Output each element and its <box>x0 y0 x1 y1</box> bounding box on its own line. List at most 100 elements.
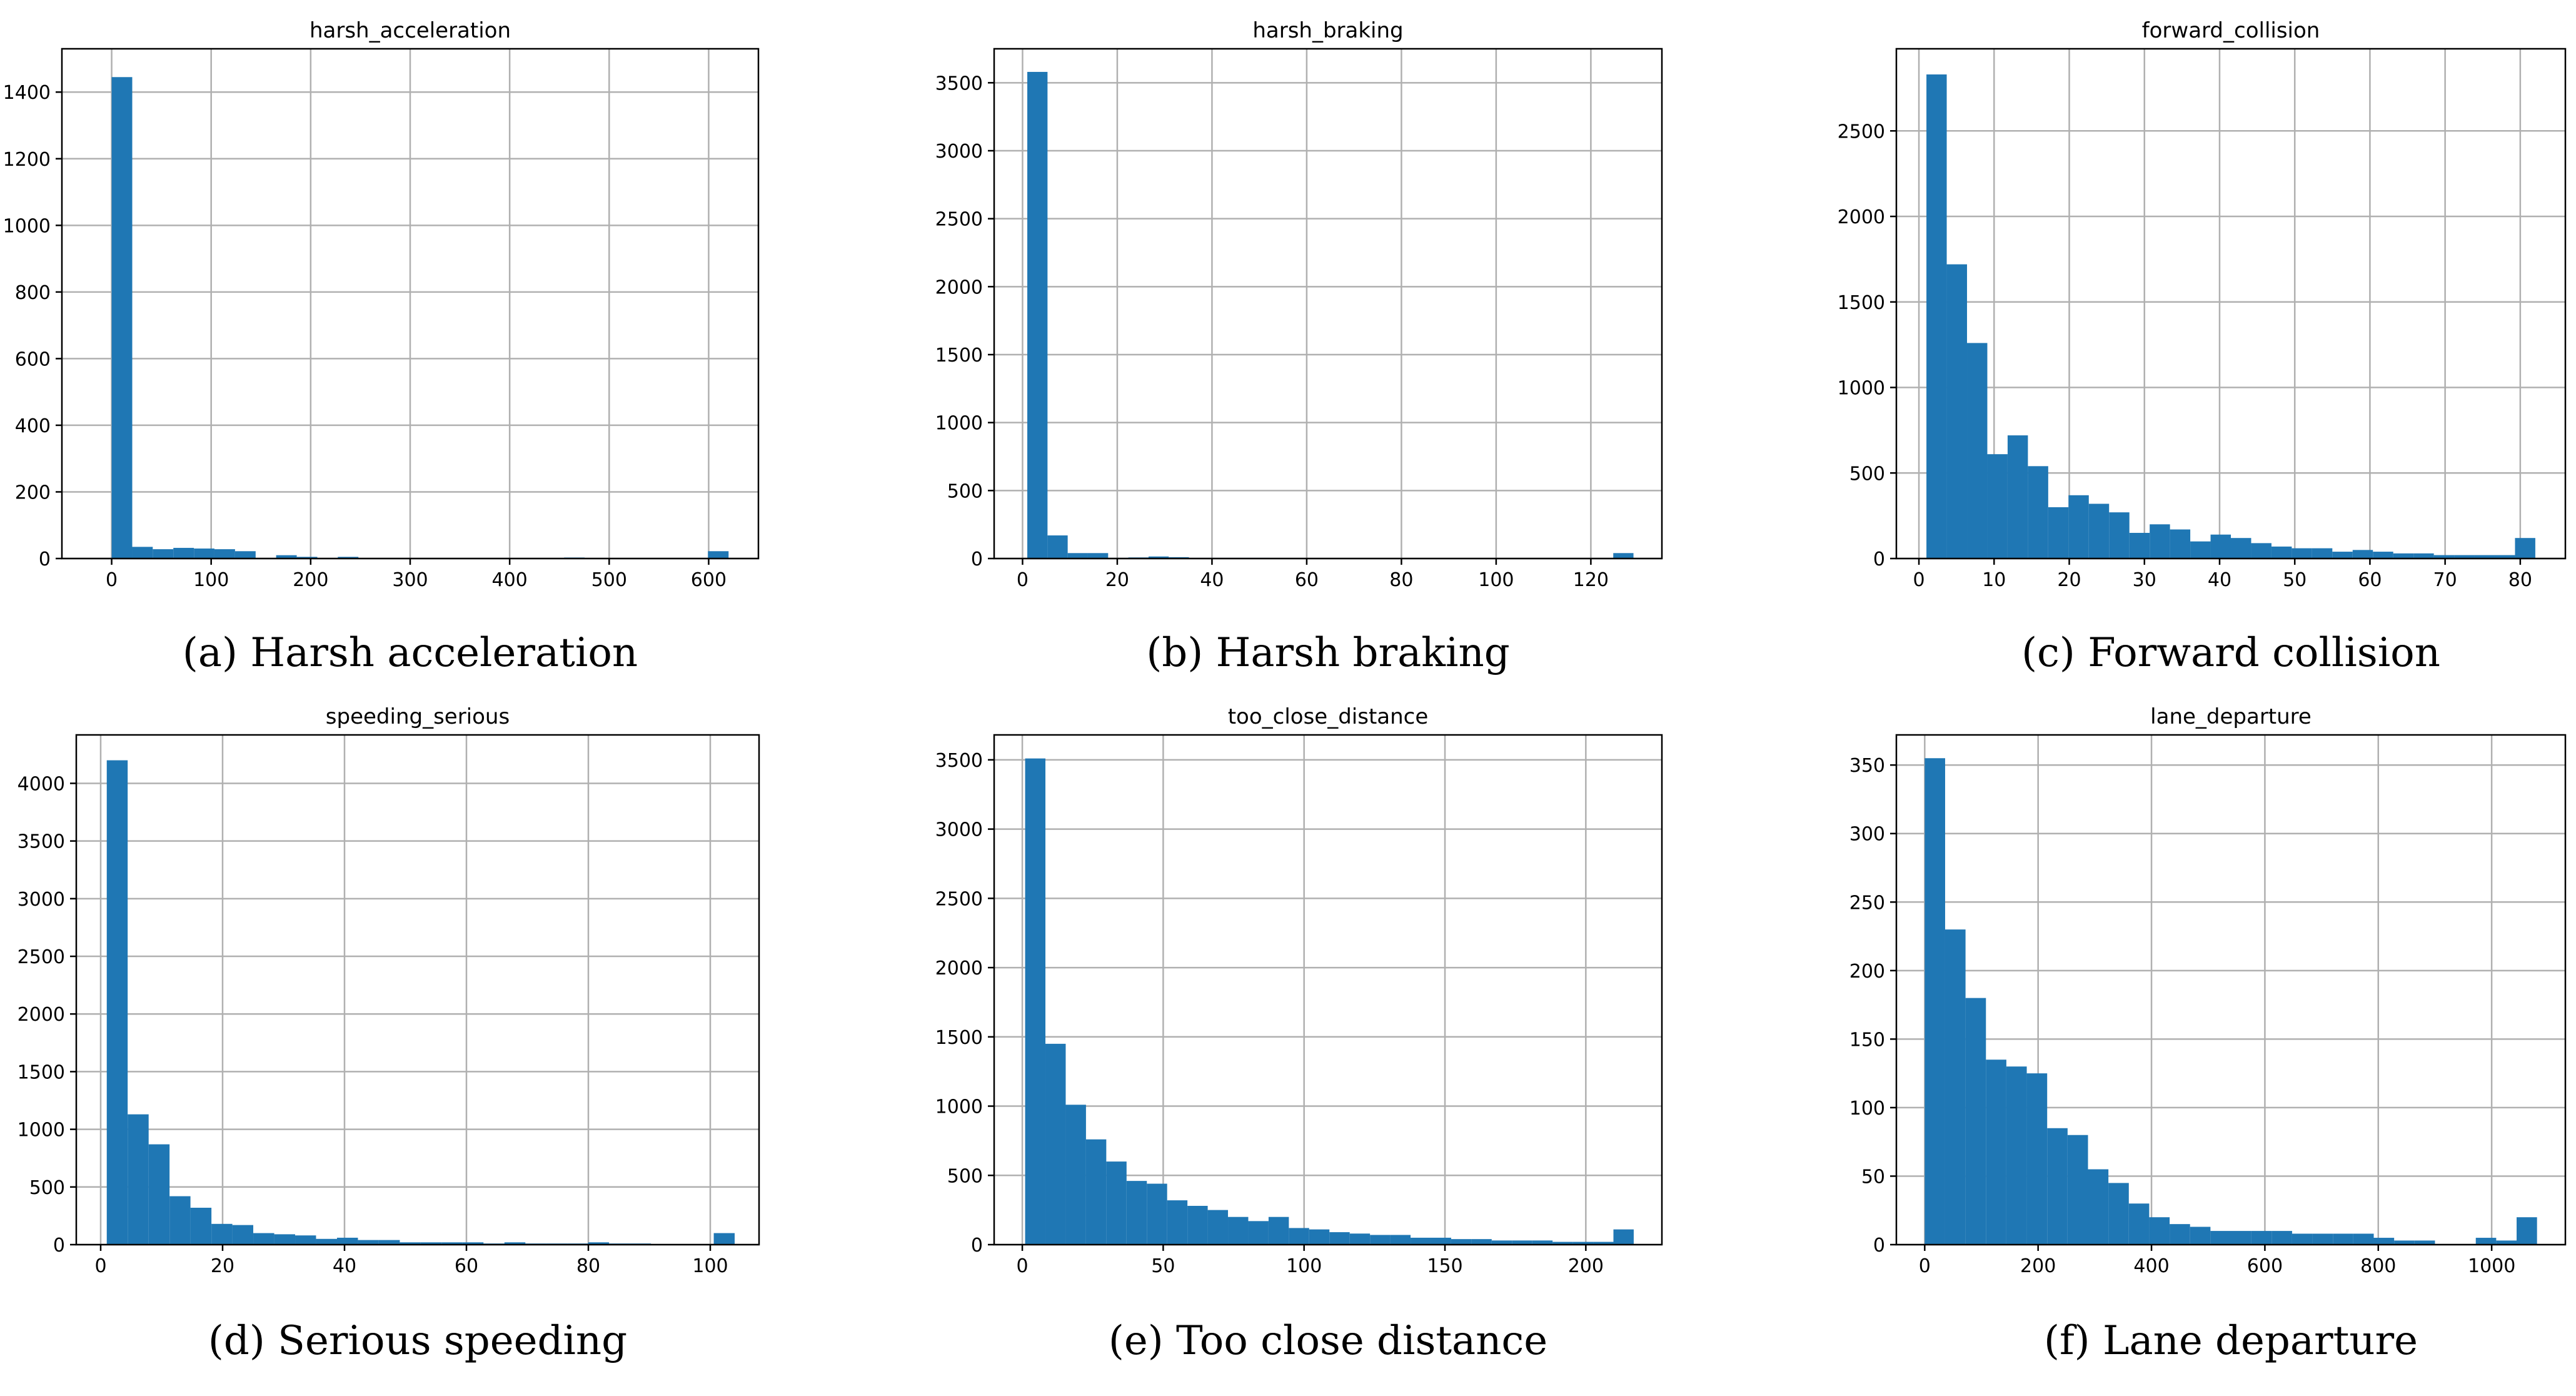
histogram-bar <box>2394 1240 2415 1245</box>
histogram-bar <box>400 1242 421 1245</box>
y-tick-label: 350 <box>1849 755 1885 777</box>
histogram-bar <box>153 549 174 559</box>
histogram-panel: 0 20 40 60 80 1000500100015002000250030003500… <box>18 704 760 1364</box>
y-tick-label: 3500 <box>935 750 983 772</box>
histogram-bar <box>1926 74 1947 559</box>
histogram-bar <box>1491 1240 1512 1245</box>
histogram-bar <box>2067 1135 2088 1245</box>
axes-frame <box>993 734 1663 1246</box>
y-tick-label: 1500 <box>1838 292 1885 314</box>
histogram-bar <box>190 1207 212 1245</box>
x-tick-label: 40 <box>2208 569 2231 591</box>
histogram-panel: 0 100 200 300 400 500 600 0 200 400 600 800 1000 1200… <box>3 18 760 676</box>
histogram-bar <box>2210 534 2231 559</box>
x-tick-label: 10 <box>1982 569 2006 591</box>
histogram-bar <box>2068 495 2089 559</box>
histogram-bar <box>1986 1060 2006 1245</box>
figure-caption: (d) Serious speeding <box>208 1318 627 1364</box>
histogram-bar <box>2048 507 2069 559</box>
x-tick-label: 400 <box>492 569 528 591</box>
histogram-bar <box>1593 1242 1614 1245</box>
axes-frame <box>75 734 760 1246</box>
histogram-bar <box>1613 553 1634 559</box>
histogram-bar <box>462 1242 484 1245</box>
chart-title: lane_departure <box>2150 704 2312 729</box>
histogram-bar <box>1309 1229 1330 1245</box>
histogram-bar <box>1572 1242 1594 1245</box>
y-tick-label: 3000 <box>935 819 983 841</box>
histogram-bar <box>2494 555 2515 559</box>
histogram-bar <box>2251 1231 2272 1245</box>
histogram-bar <box>1268 1216 1289 1245</box>
histogram-bar <box>1087 553 1109 559</box>
y-tick-label: 3500 <box>935 73 983 94</box>
histogram-bar <box>232 1225 254 1245</box>
chart-title: harsh_acceleration <box>309 18 511 43</box>
x-tick-label: 20 <box>211 1255 234 1277</box>
x-tick-label: 40 <box>333 1255 356 1277</box>
x-tick-label: 100 <box>692 1255 728 1277</box>
histogram-bar <box>1228 1216 1249 1245</box>
y-tick-label: 500 <box>947 1165 983 1187</box>
histogram-bar <box>2496 1240 2517 1245</box>
histogram-bar <box>2150 524 2170 559</box>
histogram-bar <box>441 1242 463 1245</box>
chart-title: harsh_braking <box>1252 18 1403 43</box>
histogram-bar <box>2109 512 2130 559</box>
x-tick-label: 600 <box>2247 1255 2283 1277</box>
histogram-bar <box>2312 548 2333 559</box>
histogram-panel: 0 20 40 60 80 100 120 0 500 1000 1500 2000 2500 3000 3… <box>935 18 1663 676</box>
histogram-bar <box>2312 1233 2333 1245</box>
histogram-bar <box>2088 1169 2109 1245</box>
histogram-bar <box>276 555 297 559</box>
y-tick-label: 1200 <box>3 149 51 171</box>
histogram-bar <box>420 1242 442 1245</box>
x-tick-label: 200 <box>293 569 328 591</box>
y-tick-label: 1500 <box>935 1027 983 1049</box>
histogram-bar <box>2515 538 2535 559</box>
y-tick-label: 0 <box>1873 1235 1885 1257</box>
x-tick-label: 20 <box>2057 569 2081 591</box>
histogram-bar <box>316 1238 338 1245</box>
y-tick-label: 3500 <box>18 831 65 853</box>
histogram-bar <box>1148 556 1169 559</box>
y-tick-label: 4000 <box>18 773 65 795</box>
histogram-bar <box>111 77 133 559</box>
histogram-bar <box>274 1234 296 1245</box>
y-tick-label: 500 <box>947 480 983 502</box>
y-tick-label: 1500 <box>935 345 983 367</box>
histogram-bar <box>2373 552 2393 559</box>
y-tick-label: 1400 <box>3 82 51 104</box>
histogram-bar <box>1965 998 1986 1245</box>
histogram-bar <box>1085 1139 1107 1245</box>
y-tick-label: 500 <box>1849 463 1885 485</box>
histogram-bar <box>1613 1229 1634 1245</box>
x-tick-label: 60 <box>2358 569 2382 591</box>
y-tick-label: 0 <box>1873 549 1885 570</box>
x-tick-label: 0 <box>1919 1255 1931 1277</box>
y-tick-label: 200 <box>1849 961 1885 983</box>
histogram-bar <box>253 1233 274 1245</box>
y-tick-label: 2000 <box>935 958 983 979</box>
x-tick-label: 200 <box>1568 1255 1604 1277</box>
x-tick-label: 800 <box>2360 1255 2396 1277</box>
histogram-bar <box>1106 1161 1127 1245</box>
histogram-bar <box>169 1196 191 1245</box>
figure-caption: (f) Lane departure <box>2044 1318 2418 1364</box>
histogram-bar <box>1532 1240 1553 1245</box>
histogram-bar <box>2047 1128 2068 1245</box>
histogram-bar <box>2433 555 2455 559</box>
histogram-bar <box>128 1114 149 1245</box>
histogram-bar <box>2251 543 2272 559</box>
histogram-bar <box>2190 541 2211 559</box>
x-tick-label: 300 <box>392 569 428 591</box>
histogram-bar <box>2231 1231 2251 1245</box>
x-tick-label: 1000 <box>2468 1255 2515 1277</box>
histogram-bar <box>214 549 235 559</box>
y-tick-label: 1000 <box>1838 378 1885 400</box>
x-tick-label: 0 <box>94 1255 106 1277</box>
histogram-bar <box>173 547 194 559</box>
histogram-panel: 0 50 100 150 2000500100015002000250030003500… <box>935 704 1663 1364</box>
x-tick-label: 100 <box>1478 569 1514 591</box>
histogram-bar <box>2414 1240 2435 1245</box>
